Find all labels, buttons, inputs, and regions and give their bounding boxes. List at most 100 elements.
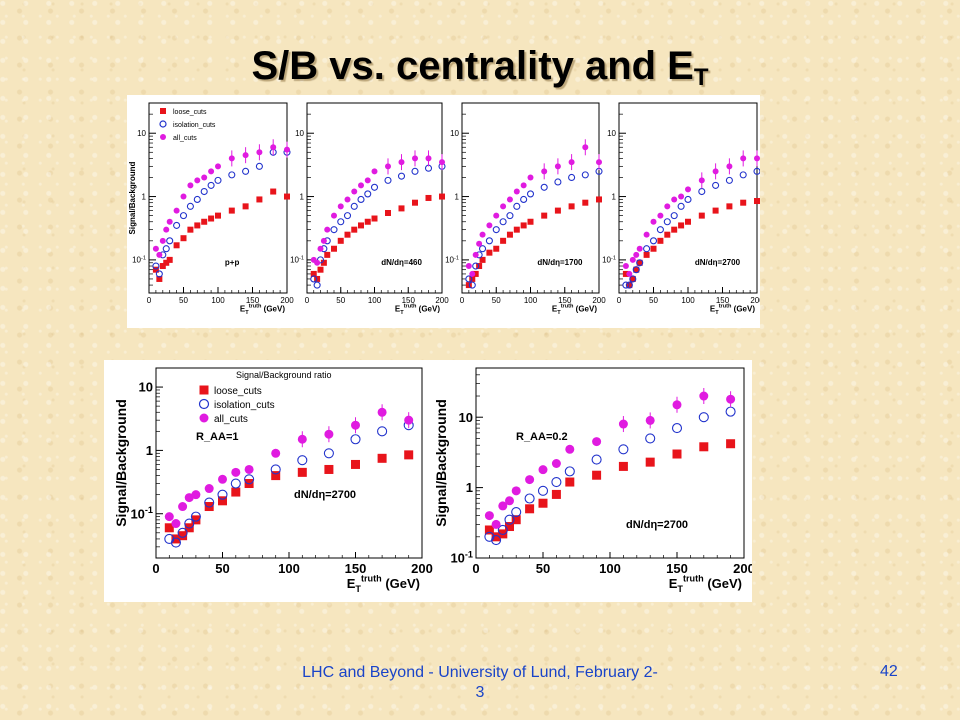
data-point-isolation-cuts bbox=[228, 171, 236, 179]
data-point-loose-cuts bbox=[191, 515, 201, 525]
data-point-loose-cuts bbox=[320, 259, 327, 266]
x-tick-label: 0 bbox=[472, 561, 479, 576]
data-point-isolation-cuts bbox=[491, 534, 502, 546]
data-point-all-cuts bbox=[404, 415, 414, 425]
data-point-isolation-cuts bbox=[677, 202, 685, 210]
data-point-all-cuts bbox=[596, 159, 602, 166]
x-tick-label: 50 bbox=[179, 296, 188, 305]
data-point-all-cuts bbox=[412, 155, 418, 162]
data-point-isolation-cuts bbox=[297, 455, 308, 466]
data-point-all-cuts bbox=[331, 212, 337, 219]
data-point-loose-cuts bbox=[156, 275, 163, 282]
x-tick-label: 200 bbox=[733, 561, 752, 576]
data-point-all-cuts bbox=[472, 251, 479, 258]
data-point-isolation-cuts bbox=[357, 195, 365, 203]
data-point-all-cuts bbox=[699, 391, 709, 401]
data-point-isolation-cuts bbox=[350, 434, 361, 445]
data-point-loose-cuts bbox=[364, 218, 371, 225]
data-point-all-cuts bbox=[671, 196, 678, 203]
data-point-all-cuts bbox=[163, 226, 170, 233]
data-point-loose-cuts bbox=[726, 439, 736, 449]
x-tick-label: 150 bbox=[345, 561, 367, 576]
legend-label: loose_cuts bbox=[214, 386, 262, 397]
data-point-all-cuts bbox=[465, 263, 472, 270]
data-point-all-cuts bbox=[568, 159, 575, 166]
data-point-isolation-cuts bbox=[537, 485, 549, 496]
data-point-loose-cuts bbox=[425, 194, 432, 201]
data-point-isolation-cuts bbox=[255, 162, 263, 170]
data-point-all-cuts bbox=[180, 193, 187, 200]
data-point-all-cuts bbox=[324, 226, 331, 233]
data-point-all-cuts bbox=[657, 212, 664, 219]
data-point-loose-cuts bbox=[582, 199, 589, 206]
data-point-isolation-cuts bbox=[684, 195, 692, 203]
legend-marker bbox=[159, 120, 167, 128]
data-point-isolation-cuts bbox=[725, 176, 733, 184]
x-tick-label: 150 bbox=[716, 296, 730, 305]
data-point-all-cuts bbox=[242, 152, 249, 159]
panel-annotation: dN/dη=1700 bbox=[537, 258, 583, 267]
data-point-all-cuts bbox=[633, 251, 640, 258]
data-point-all-cuts bbox=[398, 159, 405, 166]
figure-bottom-raa-panels: 0 50 100 150 200 10-1 1 10 ETtruth (GeV) Signal/B… bbox=[104, 360, 755, 602]
data-point-isolation-cuts bbox=[343, 212, 352, 220]
data-point-loose-cuts bbox=[699, 442, 709, 452]
data-point-loose-cuts bbox=[672, 449, 682, 459]
data-point-all-cuts bbox=[498, 501, 508, 511]
data-point-loose-cuts bbox=[618, 461, 628, 471]
data-point-all-cuts bbox=[476, 240, 483, 247]
data-point-isolation-cuts bbox=[244, 474, 255, 485]
data-point-isolation-cuts bbox=[411, 167, 419, 175]
data-point-isolation-cuts bbox=[468, 281, 476, 289]
data-point-loose-cuts bbox=[520, 222, 527, 229]
data-point-all-cuts bbox=[538, 465, 548, 475]
data-point-isolation-cuts bbox=[645, 433, 656, 444]
data-point-isolation-cuts bbox=[506, 212, 514, 220]
data-point-all-cuts bbox=[187, 182, 194, 189]
data-point-loose-cuts bbox=[351, 226, 358, 233]
data-point-all-cuts bbox=[493, 212, 500, 219]
data-point-loose-cuts bbox=[657, 237, 664, 244]
chart-panel-top-3: 0 50 100 150 200 10-1 1 10 ETtruth (GeV) dN/dη=17… bbox=[445, 102, 606, 316]
x-tick-label: 50 bbox=[215, 561, 229, 576]
x-axis-label: ETtruth (GeV) bbox=[240, 303, 285, 315]
data-point-loose-cuts bbox=[358, 222, 364, 229]
y-tick-label: 10-1 bbox=[290, 255, 304, 264]
data-point-loose-cuts bbox=[412, 199, 418, 206]
y-tick-label: 1 bbox=[466, 480, 473, 495]
data-point-isolation-cuts bbox=[629, 275, 637, 283]
data-point-loose-cuts bbox=[479, 256, 486, 263]
panel-annotation: dN/dη=2700 bbox=[294, 489, 356, 501]
data-point-isolation-cuts bbox=[152, 262, 160, 270]
data-point-all-cuts bbox=[712, 168, 719, 175]
plot-frame bbox=[155, 367, 423, 559]
data-point-isolation-cuts bbox=[478, 245, 487, 253]
x-tick-label: 0 bbox=[147, 296, 152, 305]
data-point-loose-cuts bbox=[726, 203, 733, 210]
data-point-loose-cuts bbox=[538, 498, 548, 508]
data-point-loose-cuts bbox=[344, 231, 351, 238]
data-point-isolation-cuts bbox=[551, 476, 562, 488]
slide-title-subscript: T bbox=[693, 64, 709, 91]
y-tick-label: 10 bbox=[450, 129, 459, 138]
y-axis-label: Signal/Background bbox=[128, 161, 137, 234]
data-point-isolation-cuts bbox=[184, 518, 195, 529]
chart-panel-bottom-1: 0 50 100 150 200 10-1 1 10 ETtruth (GeV) Signal/B… bbox=[113, 367, 433, 594]
data-point-loose-cuts bbox=[163, 259, 170, 266]
data-point-all-cuts bbox=[204, 484, 214, 494]
y-axis-label: Signal/Background bbox=[113, 399, 129, 527]
data-point-all-cuts bbox=[344, 196, 351, 203]
x-tick-label: 50 bbox=[336, 296, 345, 305]
data-point-loose-cuts bbox=[297, 467, 307, 477]
data-point-all-cuts bbox=[178, 502, 188, 512]
x-tick-label: 200 bbox=[435, 296, 449, 305]
data-point-loose-cuts bbox=[284, 193, 290, 200]
data-point-loose-cuts bbox=[317, 266, 324, 273]
data-point-all-cuts bbox=[152, 245, 159, 252]
legend-marker bbox=[199, 385, 209, 395]
data-point-loose-cuts bbox=[371, 215, 378, 222]
data-point-all-cuts bbox=[643, 231, 650, 238]
data-point-all-cuts bbox=[228, 155, 235, 162]
y-tick-label: 10 bbox=[139, 380, 153, 395]
